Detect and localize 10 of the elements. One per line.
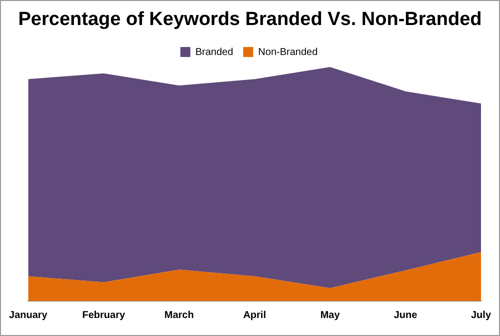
legend-label: Branded <box>195 46 234 58</box>
chart-title: Percentage of Keywords Branded Vs. Non-Branded <box>17 9 483 31</box>
x-tick-label: January <box>9 310 48 321</box>
legend-label: Non-Branded <box>258 46 318 58</box>
x-tick-label: May <box>320 310 340 321</box>
x-tick-label: February <box>82 310 126 321</box>
x-tick-label: April <box>243 310 266 321</box>
x-tick-label: July <box>470 310 492 321</box>
x-tick-label: June <box>394 310 418 321</box>
x-tick-label: March <box>164 310 194 321</box>
